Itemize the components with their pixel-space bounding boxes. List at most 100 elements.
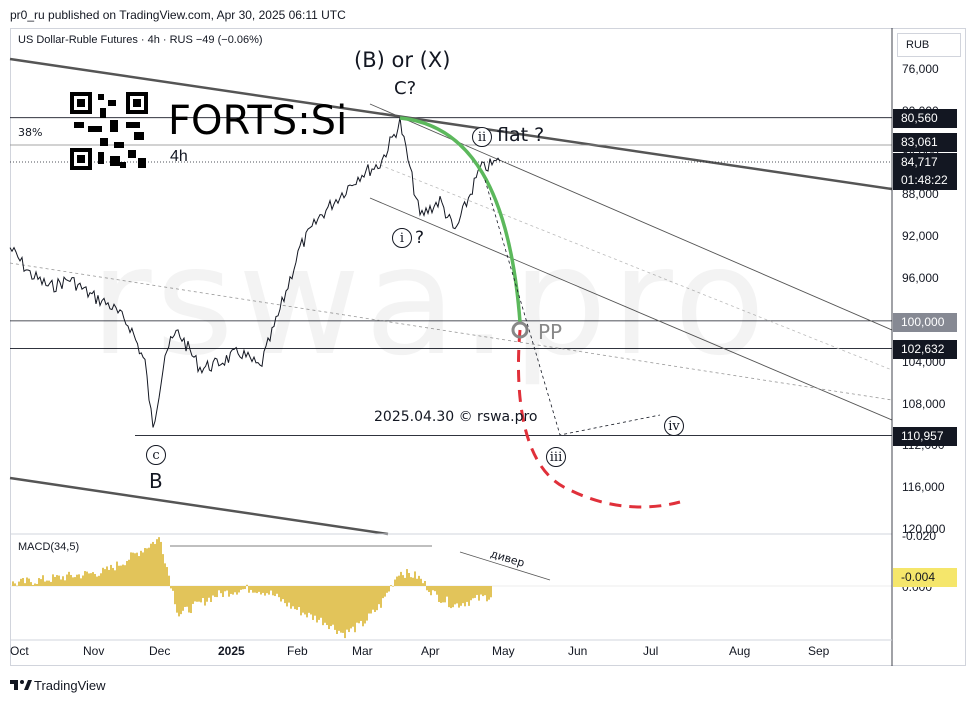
macd-bar <box>78 574 80 586</box>
chart-frame <box>10 28 966 666</box>
macd-bar <box>358 586 360 624</box>
channel-dash-1 <box>9 262 893 401</box>
macd-bar <box>188 586 190 613</box>
y-tick-label: 92,000 <box>902 229 939 244</box>
currency-button[interactable]: RUB <box>897 33 961 57</box>
macd-bar <box>64 580 66 586</box>
copyright-label: 2025.04.30 © rswa.pro <box>374 409 538 425</box>
y-tick-label: 120,000 <box>902 522 946 536</box>
macd-bar <box>44 581 46 586</box>
macd-bar <box>190 586 192 614</box>
timeframe-label: 4h <box>170 148 188 165</box>
macd-bar <box>274 586 276 597</box>
current-price: 84,717 <box>901 155 938 169</box>
macd-bar <box>162 554 164 586</box>
macd-bar <box>170 586 172 589</box>
macd-bar <box>486 586 488 602</box>
wave-circle-iii: iii <box>546 447 566 467</box>
price-box-100000: 100,000 <box>893 313 957 332</box>
macd-bar <box>216 586 218 598</box>
macd-bar <box>284 586 286 604</box>
macd-bar <box>382 586 384 599</box>
macd-bar <box>54 576 56 586</box>
y-tick-label: 108,000 <box>902 396 946 411</box>
macd-bar <box>28 578 30 586</box>
macd-bar <box>314 586 316 616</box>
macd-bar <box>420 578 422 586</box>
macd-bar <box>472 586 474 599</box>
macd-bar <box>172 586 174 591</box>
macd-bar <box>150 543 152 586</box>
y-tick-label: 88,000 <box>902 187 939 202</box>
macd-bar <box>104 569 106 586</box>
macd-bar <box>414 571 416 586</box>
x-tick-label: Sep <box>808 644 830 658</box>
macd-bar <box>324 586 326 623</box>
macd-bar <box>82 575 84 586</box>
x-tick-label: Apr <box>421 644 440 658</box>
symbol-title: US Dollar-Ruble Futures · 4h · RUS −49 (… <box>18 34 263 46</box>
macd-bar <box>306 586 308 618</box>
macd-bar <box>326 586 328 626</box>
macd-bar <box>142 552 144 586</box>
macd-bar <box>144 548 146 586</box>
macd-bar <box>406 569 408 586</box>
macd-bar <box>108 569 110 586</box>
macd-bar <box>110 564 112 586</box>
macd-bar <box>62 576 64 586</box>
macd-bar <box>184 586 186 607</box>
macd-bar <box>252 586 254 593</box>
macd-bar <box>26 577 28 586</box>
macd-bar <box>282 586 284 600</box>
macd-bar <box>334 586 336 630</box>
macd-bar <box>434 586 436 592</box>
macd-bar <box>276 586 278 594</box>
macd-bar <box>450 586 452 609</box>
macd-bar <box>254 586 256 593</box>
macd-bar <box>50 581 52 586</box>
price-box-current: 84,717 01:48:22 <box>893 153 957 190</box>
macd-bar <box>242 586 244 590</box>
macd-bar <box>280 586 282 602</box>
macd-bar <box>138 556 140 586</box>
macd-bar <box>328 586 330 630</box>
macd-bar <box>80 578 82 586</box>
x-tick-label: 2025 <box>218 644 245 658</box>
macd-bar <box>48 580 50 586</box>
macd-bar <box>340 586 342 633</box>
macd-bar <box>410 577 412 586</box>
macd-bar <box>344 586 346 639</box>
macd-bar <box>422 583 424 586</box>
wave-circle-i: i <box>392 228 412 248</box>
macd-bar <box>58 575 60 586</box>
published-header: pr0_ru published on TradingView.com, Apr… <box>10 8 346 22</box>
macd-bar <box>130 552 132 586</box>
macd-bar <box>286 586 288 607</box>
macd-bar <box>92 572 94 586</box>
wave-circle-ii: ii <box>472 127 492 147</box>
macd-bar <box>140 550 142 586</box>
macd-bar <box>234 586 236 593</box>
macd-bar <box>174 586 176 605</box>
macd-bar <box>272 586 274 596</box>
macd-bar <box>412 577 414 586</box>
macd-bar <box>132 552 134 586</box>
macd-bar <box>212 586 214 596</box>
macd-bar <box>180 586 182 615</box>
wave-circle-iv: iv <box>664 416 684 436</box>
macd-bar <box>270 586 272 591</box>
macd-bar <box>94 574 96 586</box>
macd-bar <box>148 547 150 586</box>
macd-bar <box>400 571 402 586</box>
macd-bar <box>304 586 306 615</box>
macd-bar <box>368 586 370 614</box>
macd-bar <box>384 586 386 597</box>
macd-bar <box>134 553 136 586</box>
macd-bar <box>24 583 26 586</box>
macd-bar <box>224 586 226 592</box>
macd-bar <box>208 586 210 598</box>
macd-bar <box>96 576 98 586</box>
x-tick-label: Oct <box>10 644 29 658</box>
macd-bar <box>482 586 484 597</box>
